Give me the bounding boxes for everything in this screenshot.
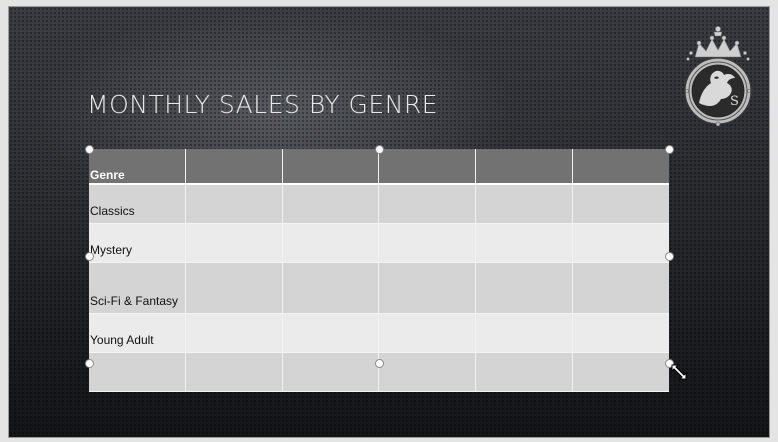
table-cell[interactable]	[185, 262, 283, 314]
diagonal-resize-cursor-icon	[671, 364, 687, 380]
table-cell[interactable]	[475, 352, 573, 392]
table-cell[interactable]	[185, 352, 283, 392]
table-cell[interactable]: Young Adult	[89, 313, 187, 353]
resize-handle-top-left[interactable]	[85, 145, 94, 154]
table-cell[interactable]	[185, 223, 283, 263]
table-row: Classics	[89, 184, 669, 224]
table-header-cell[interactable]	[475, 149, 573, 185]
table-header-cell[interactable]	[572, 149, 669, 185]
table-header-cell[interactable]	[282, 149, 380, 185]
sales-table-frame[interactable]: Genre Classics	[85, 145, 674, 392]
table-cell[interactable]	[378, 352, 477, 392]
sales-table[interactable]: Genre Classics	[89, 149, 669, 392]
resize-handle-top-right[interactable]	[665, 145, 674, 154]
table-cell[interactable]	[572, 262, 669, 314]
slide-title[interactable]: MONTHLY SALES BY GENRE	[87, 90, 439, 119]
table-cell[interactable]	[282, 223, 380, 263]
table-cell[interactable]	[282, 352, 380, 392]
table-cell[interactable]	[185, 313, 283, 353]
table-cell[interactable]: Sci-Fi & Fantasy	[89, 262, 187, 314]
resize-handle-top[interactable]	[375, 145, 384, 154]
crowned-griffin-crest-icon[interactable]: S	[681, 23, 755, 127]
table-cell[interactable]	[475, 184, 573, 224]
table-header-cell[interactable]: Genre	[89, 149, 187, 185]
slide[interactable]: MONTHLY SALES BY GENRE	[8, 6, 770, 438]
resize-handle-bottom-right[interactable]	[665, 359, 674, 368]
logo-letter: S	[730, 94, 739, 109]
table-row: Mystery	[89, 223, 669, 263]
table-cell[interactable]	[282, 262, 380, 314]
table-cell[interactable]	[185, 184, 283, 224]
table-cell[interactable]	[572, 313, 669, 353]
resize-handle-bottom[interactable]	[375, 359, 384, 368]
table-row	[89, 352, 669, 392]
table-header-cell[interactable]	[185, 149, 283, 185]
table-cell[interactable]	[475, 223, 573, 263]
table-cell[interactable]	[572, 223, 669, 263]
table-row: Sci-Fi & Fantasy	[89, 262, 669, 314]
table-cell[interactable]	[89, 352, 187, 392]
table-cell[interactable]	[572, 352, 669, 392]
resize-handle-right[interactable]	[665, 252, 674, 261]
table-cell[interactable]: Mystery	[89, 223, 187, 263]
table-cell[interactable]: Classics	[89, 184, 187, 224]
table-cell[interactable]	[475, 313, 573, 353]
table-cell[interactable]	[378, 223, 477, 263]
table-cell[interactable]	[378, 184, 477, 224]
table-cell[interactable]	[378, 313, 477, 353]
resize-handle-bottom-left[interactable]	[85, 359, 94, 368]
table-header-row: Genre	[89, 149, 669, 185]
table-row: Young Adult	[89, 313, 669, 353]
table-cell[interactable]	[378, 262, 477, 314]
table-cell[interactable]	[572, 184, 669, 224]
table-cell[interactable]	[475, 262, 573, 314]
table-cell[interactable]	[282, 184, 380, 224]
table-cell[interactable]	[282, 313, 380, 353]
table-header-cell[interactable]	[378, 149, 477, 185]
resize-handle-left[interactable]	[85, 252, 94, 261]
